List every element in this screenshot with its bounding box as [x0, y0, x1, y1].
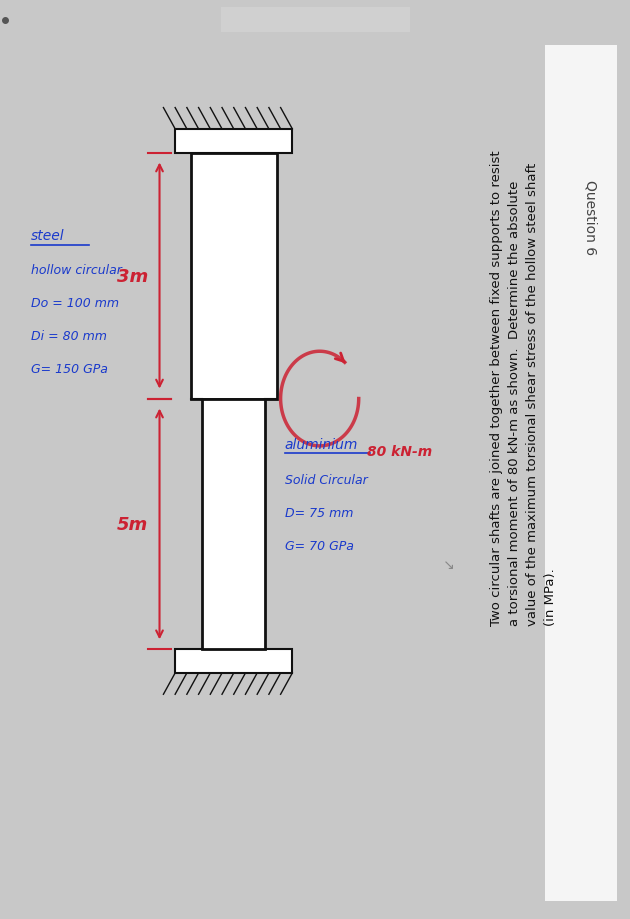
Bar — [202, 399, 265, 650]
Text: Two circular shafts are joined together between fixed supports to resist
a torsi: Two circular shafts are joined together … — [490, 151, 557, 625]
Text: Do = 100 mm: Do = 100 mm — [31, 296, 118, 310]
Text: G= 70 GPa: G= 70 GPa — [285, 539, 353, 552]
Bar — [175, 130, 292, 153]
Text: D= 75 mm: D= 75 mm — [285, 506, 353, 519]
Text: Di = 80 mm: Di = 80 mm — [31, 329, 106, 343]
Text: Solid Circular: Solid Circular — [285, 473, 367, 486]
Text: 80 kN-m: 80 kN-m — [367, 444, 432, 458]
Text: hollow circular: hollow circular — [31, 263, 122, 277]
Text: 5m: 5m — [117, 516, 148, 533]
Text: steel: steel — [31, 229, 64, 244]
Text: G= 150 GPa: G= 150 GPa — [31, 362, 108, 376]
Text: Question 6: Question 6 — [583, 179, 597, 255]
Text: 3m: 3m — [117, 267, 148, 285]
Bar — [175, 650, 292, 674]
Bar — [545, 46, 617, 901]
Text: ↙: ↙ — [441, 557, 455, 569]
Text: aluminium: aluminium — [285, 437, 358, 451]
Bar — [191, 153, 277, 399]
